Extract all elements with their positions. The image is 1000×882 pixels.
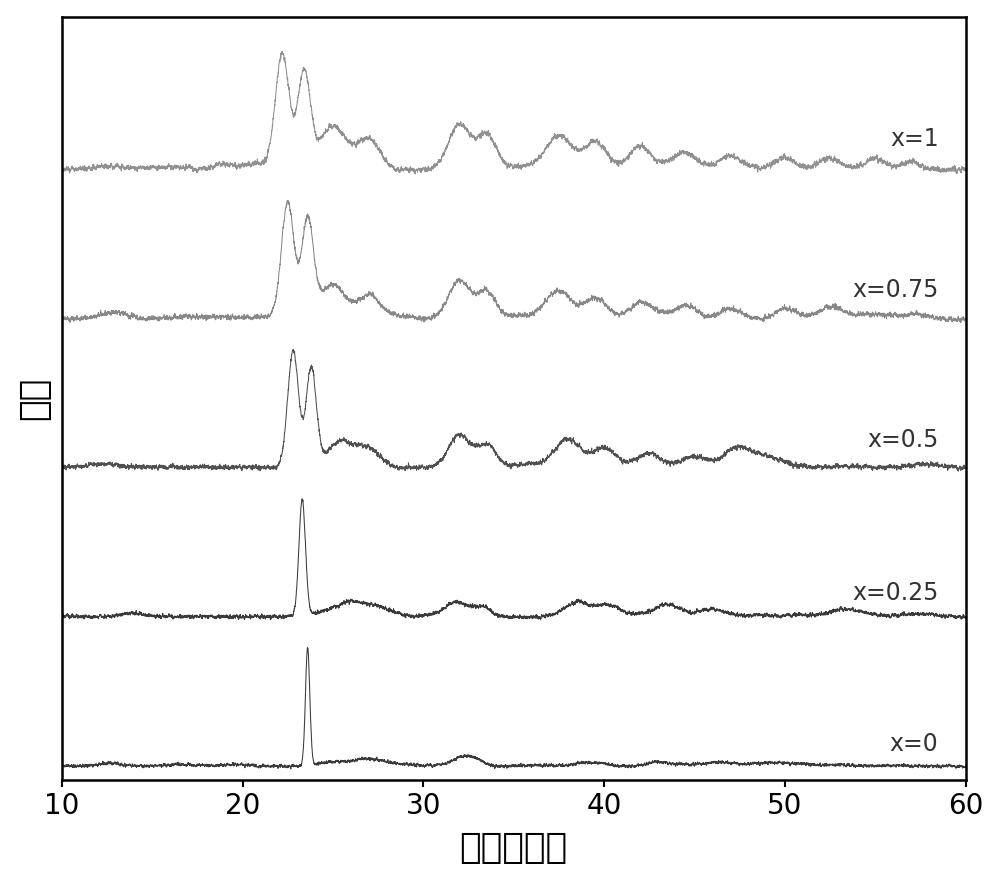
- X-axis label: 角度（度）: 角度（度）: [460, 832, 568, 865]
- Text: x=0.5: x=0.5: [867, 428, 939, 452]
- Text: x=0: x=0: [890, 732, 939, 756]
- Text: x=0.25: x=0.25: [852, 580, 939, 604]
- Text: x=1: x=1: [890, 127, 939, 152]
- Y-axis label: 强度: 强度: [17, 377, 51, 420]
- Text: x=0.75: x=0.75: [852, 279, 939, 303]
